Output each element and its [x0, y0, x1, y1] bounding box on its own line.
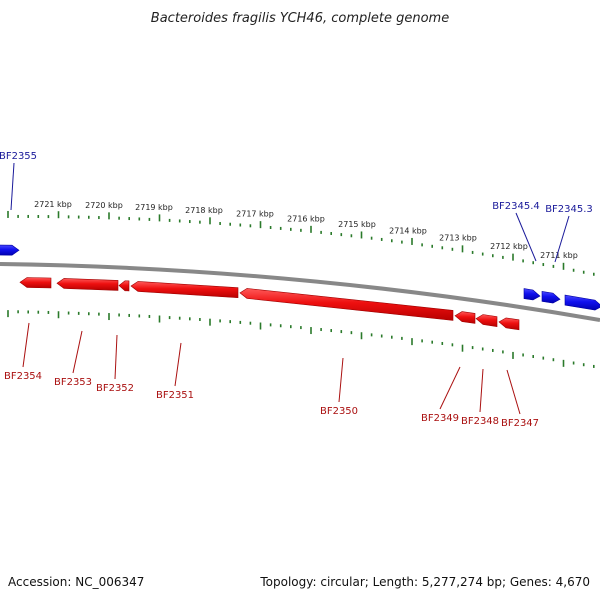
- gene-label-reverse[interactable]: BF2352: [96, 383, 134, 394]
- kbp-label: 2712 kbp: [490, 242, 528, 251]
- leader-line: [338, 357, 344, 403]
- reverse-gene-arrow[interactable]: [239, 288, 454, 321]
- reverse-gene-arrow[interactable]: [130, 281, 239, 299]
- genome-backbone: [0, 262, 600, 322]
- leader-line: [439, 366, 461, 410]
- leader-line: [72, 330, 83, 374]
- gene-label-reverse[interactable]: BF2350: [320, 406, 358, 417]
- kbp-label: 2718 kbp: [185, 206, 223, 215]
- reverse-gene-arrow[interactable]: [454, 311, 476, 324]
- gene-label-reverse[interactable]: BF2349: [421, 413, 459, 424]
- kbp-label: 2713 kbp: [439, 234, 477, 243]
- forward-gene-group: [0, 244, 600, 311]
- gene-label-reverse[interactable]: BF2348: [461, 416, 499, 427]
- leader-line: [114, 334, 118, 380]
- kbp-label: 2716 kbp: [287, 214, 325, 223]
- forward-gene-arrow[interactable]: [541, 291, 561, 304]
- inner-tick-ring: [7, 310, 595, 368]
- leader-line: [554, 215, 570, 263]
- gene-label-forward[interactable]: BF2345.3: [545, 204, 593, 215]
- reverse-gene-group: [19, 277, 520, 331]
- gene-label-reverse[interactable]: BF2347: [501, 418, 539, 429]
- accession-text: Accession: NC_006347: [8, 575, 144, 589]
- kbp-label: 2719 kbp: [135, 203, 173, 212]
- gene-label-reverse[interactable]: BF2351: [156, 390, 194, 401]
- forward-gene-arrow[interactable]: [0, 244, 20, 256]
- leader-line: [10, 162, 15, 211]
- forward-gene-arrow[interactable]: [564, 294, 600, 311]
- gene-label-reverse[interactable]: BF2354: [4, 371, 42, 382]
- reverse-gene-arrow[interactable]: [498, 317, 520, 331]
- leader-line: [515, 212, 537, 262]
- label-leader-lines: [10, 162, 570, 415]
- map-title: Bacteroides fragilis YCH46, complete gen…: [151, 11, 449, 26]
- leader-line: [506, 369, 521, 415]
- gene-label-group: BF2355 BF2345.4 BF2345.3 BF2354 BF2353 BF2352…: [0, 151, 593, 429]
- gene-label-forward[interactable]: BF2355: [0, 151, 37, 162]
- kbp-label: 2721 kbp: [34, 200, 72, 209]
- reverse-gene-arrow[interactable]: [475, 314, 498, 327]
- gene-label-forward[interactable]: BF2345.4: [492, 201, 540, 212]
- leader-line: [479, 368, 484, 413]
- kbp-label-group: 2721 kbp 2720 kbp 2719 kbp 2718 kbp 2717 kbp…: [34, 200, 578, 260]
- forward-gene-arrow[interactable]: [523, 288, 541, 301]
- kbp-label: 2715 kbp: [338, 220, 376, 229]
- leader-line: [174, 342, 182, 387]
- reverse-gene-arrow[interactable]: [56, 278, 119, 291]
- reverse-gene-arrow[interactable]: [118, 280, 130, 292]
- kbp-label: 2714 kbp: [389, 226, 427, 235]
- reverse-gene-arrow[interactable]: [19, 277, 52, 289]
- gene-label-reverse[interactable]: BF2353: [54, 377, 92, 388]
- kbp-label: 2717 kbp: [236, 210, 274, 219]
- topology-text: Topology: circular; Length: 5,277,274 bp…: [259, 575, 590, 589]
- kbp-label: 2711 kbp: [540, 251, 578, 260]
- outer-tick-ring: [7, 210, 595, 276]
- leader-line: [22, 322, 30, 368]
- kbp-label: 2720 kbp: [85, 201, 123, 210]
